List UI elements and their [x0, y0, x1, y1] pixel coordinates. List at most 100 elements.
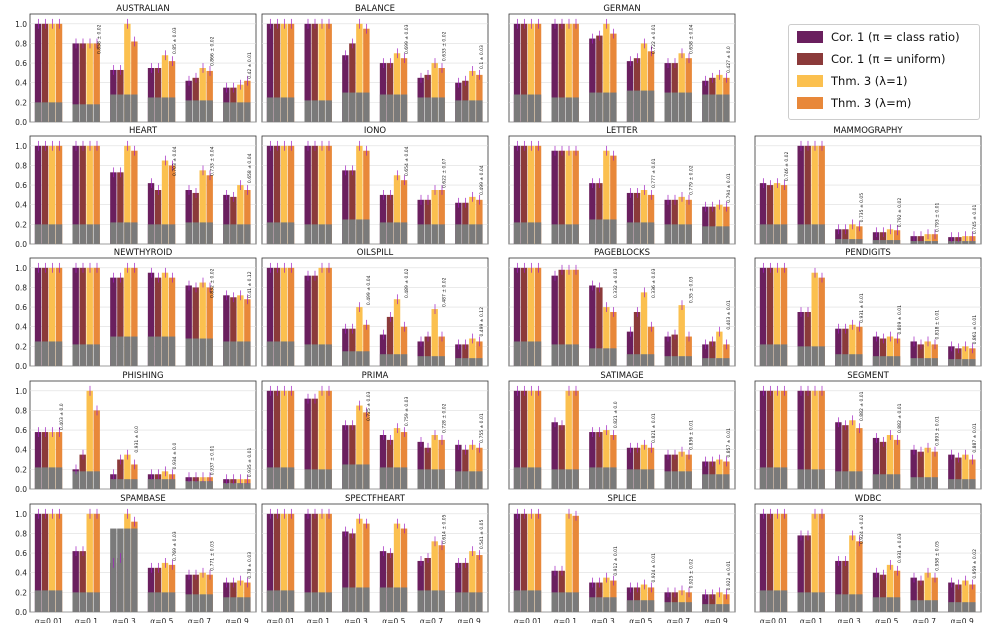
- bar-base: [266, 467, 274, 489]
- x-tick-label: α=0.3: [592, 617, 615, 623]
- bar: [363, 523, 370, 612]
- bar: [879, 338, 887, 366]
- bar-base: [318, 100, 325, 122]
- bar-base: [709, 358, 716, 366]
- bar: [716, 204, 723, 244]
- bar: [206, 175, 213, 244]
- bar-base: [386, 354, 394, 366]
- bar-base: [842, 594, 849, 612]
- bar-base: [723, 94, 730, 122]
- bar-base: [393, 587, 401, 612]
- bar: [872, 437, 880, 489]
- y-tick-label: 0.8: [15, 283, 27, 292]
- bar: [79, 145, 86, 244]
- panel-frame: [261, 257, 489, 367]
- bar: [206, 287, 213, 366]
- bar-base: [678, 602, 685, 612]
- bar-base: [154, 336, 162, 366]
- bar: [702, 344, 709, 366]
- x-tick-label: α=0.01: [760, 617, 788, 623]
- bar-base: [311, 592, 318, 612]
- bar-base: [872, 597, 880, 612]
- bar-base: [551, 224, 558, 244]
- data-label: 0.614 ± 0.05: [442, 514, 448, 544]
- panel-frame: [261, 503, 489, 613]
- bar: [147, 272, 155, 366]
- bar: [572, 150, 579, 244]
- bar: [318, 390, 325, 489]
- bar: [147, 567, 155, 612]
- bar: [640, 292, 648, 366]
- bar: [273, 23, 281, 122]
- bar-base: [55, 224, 63, 244]
- bar-base: [856, 471, 863, 489]
- bar-base: [117, 336, 124, 366]
- bar-base: [199, 100, 206, 122]
- data-label: 0.332 ± 0.03: [613, 268, 619, 298]
- y-tick-label: 0.6: [15, 426, 27, 435]
- bar: [417, 441, 424, 489]
- bar: [41, 23, 49, 122]
- bar-base: [917, 358, 924, 366]
- bar-base: [709, 226, 716, 244]
- bar: [48, 145, 56, 244]
- bar-base: [311, 224, 318, 244]
- bar-base: [349, 92, 356, 122]
- bar: [325, 267, 332, 366]
- bar: [664, 199, 671, 244]
- bar: [596, 183, 603, 244]
- bar: [266, 267, 274, 366]
- bar: [759, 183, 767, 244]
- bar-base: [527, 467, 535, 489]
- bar: [192, 192, 199, 244]
- bar-base: [147, 592, 155, 612]
- bar-base: [610, 597, 617, 612]
- bar-base: [48, 341, 56, 366]
- bar-base: [147, 479, 155, 489]
- bar-base: [223, 224, 230, 244]
- bar-base: [379, 94, 387, 122]
- panel-title: NEWTHYROID: [114, 248, 173, 258]
- bar: [318, 145, 325, 244]
- legend-entry: Thm. 3 (λ=m): [797, 93, 979, 113]
- bar: [266, 390, 274, 489]
- data-label: 0.866 ± 0.02: [210, 36, 216, 66]
- bar-base: [244, 341, 251, 366]
- data-label: 0.633 ± 0.02: [442, 31, 448, 61]
- bar: [34, 23, 42, 122]
- bar-base: [671, 92, 678, 122]
- x-tick-label: α=0.7: [913, 617, 936, 623]
- data-label: 0.922 ± 0.01: [726, 561, 732, 591]
- data-label: 0.41 ± 0.12: [247, 271, 253, 298]
- panel-title: GERMAN: [603, 4, 640, 14]
- bar-base: [931, 600, 938, 612]
- bar: [230, 297, 237, 366]
- data-label: 0.925 ± 0.02: [689, 559, 695, 589]
- bar: [93, 267, 100, 366]
- bar: [671, 334, 678, 366]
- bar-base: [266, 590, 274, 612]
- bar: [223, 194, 230, 244]
- panel-title: MAMMOGRAPHY: [833, 126, 903, 136]
- bar: [565, 513, 572, 612]
- bar-base: [147, 224, 155, 244]
- bar-base: [417, 356, 424, 366]
- bar: [93, 43, 100, 122]
- bar: [513, 267, 521, 366]
- bar: [311, 513, 318, 612]
- panel-frame: [29, 380, 257, 490]
- bar-base: [325, 100, 332, 122]
- data-label: 0.821 ± 0.01: [651, 413, 657, 443]
- bar-base: [124, 336, 131, 366]
- bar-base: [400, 222, 408, 244]
- bar-base: [304, 344, 311, 366]
- bar: [72, 145, 79, 244]
- bar: [948, 346, 955, 366]
- bar-base: [469, 471, 476, 489]
- bar-base: [462, 224, 469, 244]
- bar-base: [849, 239, 856, 244]
- bar: [86, 43, 93, 122]
- bar-base: [325, 469, 332, 489]
- bar-base: [79, 471, 86, 489]
- bar-base: [400, 467, 408, 489]
